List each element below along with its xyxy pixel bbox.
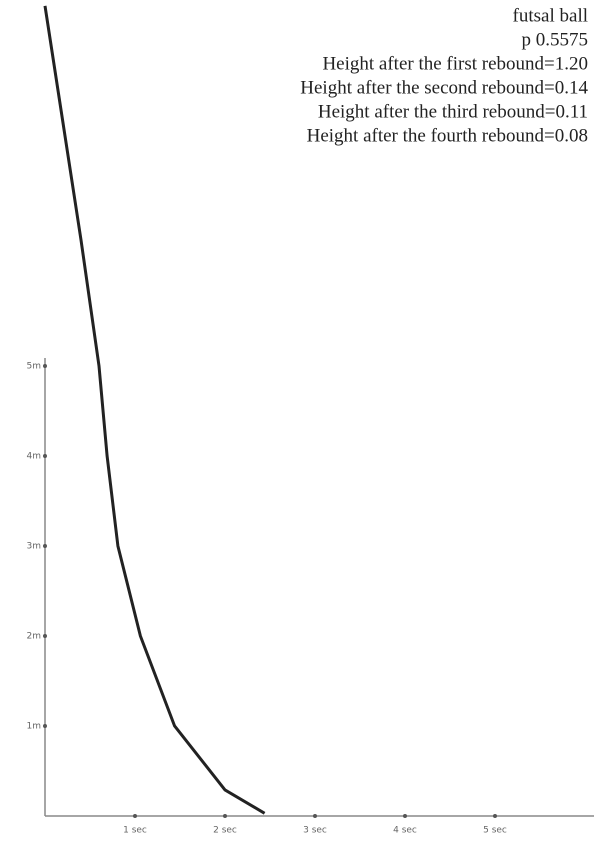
x-tick — [133, 814, 137, 818]
y-tick-label: 1m — [27, 721, 42, 731]
annotation: Height after the fourth rebound=0.08 — [307, 125, 588, 146]
y-tick — [43, 723, 47, 728]
y-tick-label: 3m — [27, 541, 42, 551]
x-tick — [223, 814, 227, 818]
x-tick-label: 4 sec — [393, 826, 417, 836]
x-tick — [493, 814, 497, 818]
annotation: Height after the second rebound=0.14 — [300, 77, 588, 98]
annotation: Height after the third rebound=0.11 — [318, 101, 588, 122]
x-tick-label: 1 sec — [123, 826, 147, 836]
y-tick-label: 4m — [27, 451, 42, 461]
y-tick — [43, 363, 47, 368]
y-tick-label: 5m — [27, 361, 42, 371]
annotation: p 0.5575 — [522, 29, 589, 50]
y-tick — [43, 633, 47, 638]
y-tick — [43, 543, 47, 548]
annotation: futsal ball — [513, 5, 588, 26]
y-tick — [43, 453, 47, 458]
line — [43, 5, 266, 815]
x-tick — [403, 814, 407, 818]
x-tick-label: 3 sec — [303, 826, 327, 836]
x-tick-label: 5 sec — [483, 826, 507, 836]
y-tick-label: 2m — [27, 631, 42, 641]
x-tick — [313, 814, 317, 818]
annotation: Height after the first rebound=1.20 — [322, 53, 588, 74]
x-tick-label: 2 sec — [213, 826, 237, 836]
